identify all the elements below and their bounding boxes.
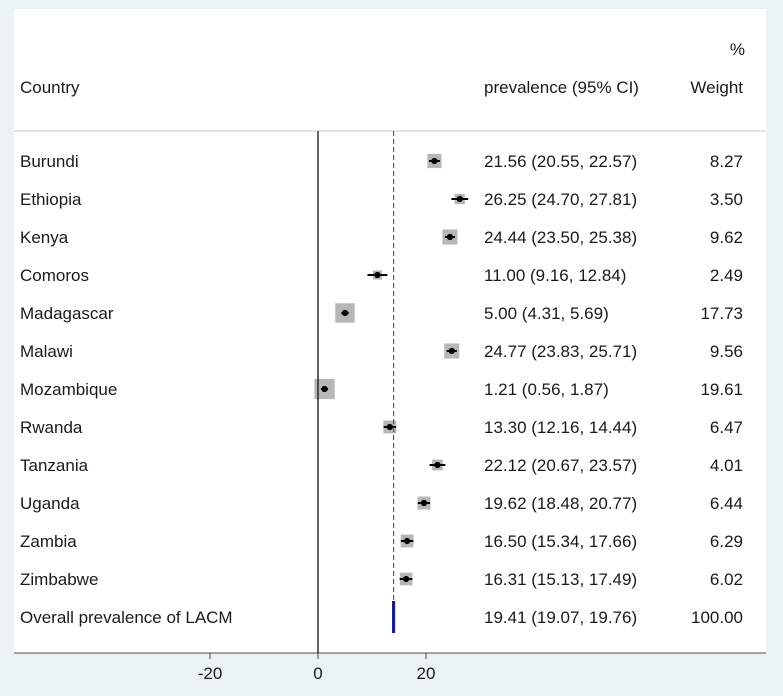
study-weight-text: 9.62: [710, 228, 743, 247]
study-ci-text: 11.00 (9.16, 12.84): [484, 266, 626, 285]
study-label: Mozambique: [20, 380, 117, 399]
overall-label: Overall prevalence of LACM: [20, 608, 233, 627]
study-row-uganda: Uganda 19.62 (18.48, 20.77) 6.44: [20, 494, 743, 513]
study-label: Kenya: [20, 228, 69, 247]
header-weight: Weight: [690, 78, 743, 97]
point-estimate: [420, 499, 428, 507]
study-label: Malawi: [20, 342, 73, 361]
study-label: Rwanda: [20, 418, 83, 437]
point-estimate: [374, 271, 381, 279]
study-row-burundi: Burundi 21.56 (20.55, 22.57) 8.27: [20, 152, 743, 171]
x-tick-label: -20: [198, 664, 223, 683]
study-ci-text: 16.50 (15.34, 17.66): [484, 532, 637, 551]
study-row-malawi: Malawi 24.77 (23.83, 25.71) 9.56: [20, 342, 743, 361]
point-estimate: [446, 233, 454, 241]
header-country: Country: [20, 78, 80, 97]
study-ci-text: 24.77 (23.83, 25.71): [484, 342, 637, 361]
study-weight-text: 19.61: [700, 380, 743, 399]
study-rows: Burundi 21.56 (20.55, 22.57) 8.27 Ethiopia 2…: [20, 152, 743, 589]
point-estimate: [448, 347, 455, 355]
study-row-rwanda: Rwanda 13.30 (12.16, 14.44) 6.47: [20, 418, 743, 437]
study-label: Uganda: [20, 494, 80, 513]
study-label: Ethiopia: [20, 190, 82, 209]
study-row-tanzania: Tanzania 22.12 (20.67, 23.57) 4.01: [20, 456, 743, 475]
study-ci-text: 19.62 (18.48, 20.77): [484, 494, 637, 513]
study-row-ethiopia: Ethiopia 26.25 (24.70, 27.81) 3.50: [20, 190, 743, 209]
study-ci-text: 13.30 (12.16, 14.44): [484, 418, 637, 437]
study-weight-text: 17.73: [700, 304, 743, 323]
study-label: Comoros: [20, 266, 89, 285]
study-row-kenya: Kenya 24.44 (23.50, 25.38) 9.62: [20, 228, 743, 247]
study-weight-text: 9.56: [710, 342, 743, 361]
study-row-madagascar: Madagascar 5.00 (4.31, 5.69) 17.73: [20, 303, 743, 323]
study-label: Zambia: [20, 532, 77, 551]
study-weight-text: 6.02: [710, 570, 743, 589]
header-row: Country prevalence (95% CI) % Weight: [20, 40, 745, 97]
forest-plot: Country prevalence (95% CI) % Weight Bur…: [14, 40, 766, 683]
header-weight-percent: %: [730, 40, 745, 59]
overall-ci-text: 19.41 (19.07, 19.76): [484, 608, 637, 627]
study-ci-text: 1.21 (0.56, 1.87): [484, 380, 609, 399]
study-row-zambia: Zambia 16.50 (15.34, 17.66) 6.29: [20, 532, 743, 551]
study-weight-text: 4.01: [710, 456, 743, 475]
study-row-comoros: Comoros 11.00 (9.16, 12.84) 2.49: [20, 266, 743, 285]
point-estimate: [402, 575, 410, 583]
x-tick-label: 20: [417, 664, 436, 683]
point-estimate: [431, 157, 438, 165]
x-tick-label: 0: [313, 664, 322, 683]
study-weight-text: 2.49: [710, 266, 743, 285]
overall-estimate-marker: [392, 601, 396, 633]
study-weight-text: 3.50: [710, 190, 743, 209]
study-ci-text: 5.00 (4.31, 5.69): [484, 304, 609, 323]
overall-row: Overall prevalence of LACM 19.41 (19.07, …: [20, 601, 743, 633]
study-ci-text: 22.12 (20.67, 23.57): [484, 456, 637, 475]
point-estimate: [386, 423, 393, 431]
point-estimate: [434, 461, 441, 469]
study-ci-text: 24.44 (23.50, 25.38): [484, 228, 637, 247]
study-ci-text: 16.31 (15.13, 17.49): [484, 570, 637, 589]
study-label: Madagascar: [20, 304, 114, 323]
point-estimate: [456, 195, 463, 203]
plot-area: Country prevalence (95% CI) % Weight Bur…: [14, 9, 766, 683]
study-row-zimbabwe: Zimbabwe 16.31 (15.13, 17.49) 6.02: [20, 570, 743, 589]
point-estimate: [321, 385, 328, 393]
study-weight-text: 6.44: [710, 494, 743, 513]
study-row-mozambique: Mozambique 1.21 (0.56, 1.87) 19.61: [20, 378, 743, 400]
header-prevalence: prevalence (95% CI): [484, 78, 639, 97]
point-estimate: [341, 309, 349, 317]
study-label: Tanzania: [20, 456, 89, 475]
study-ci-text: 21.56 (20.55, 22.57): [484, 152, 637, 171]
study-weight-text: 6.47: [710, 418, 743, 437]
point-estimate: [404, 537, 411, 545]
study-label: Burundi: [20, 152, 79, 171]
x-axis: -20 0 20: [14, 652, 766, 683]
overall-weight-text: 100.00: [691, 608, 743, 627]
study-label: Zimbabwe: [20, 570, 98, 589]
study-weight-text: 8.27: [710, 152, 743, 171]
study-weight-text: 6.29: [710, 532, 743, 551]
study-ci-text: 26.25 (24.70, 27.81): [484, 190, 637, 209]
